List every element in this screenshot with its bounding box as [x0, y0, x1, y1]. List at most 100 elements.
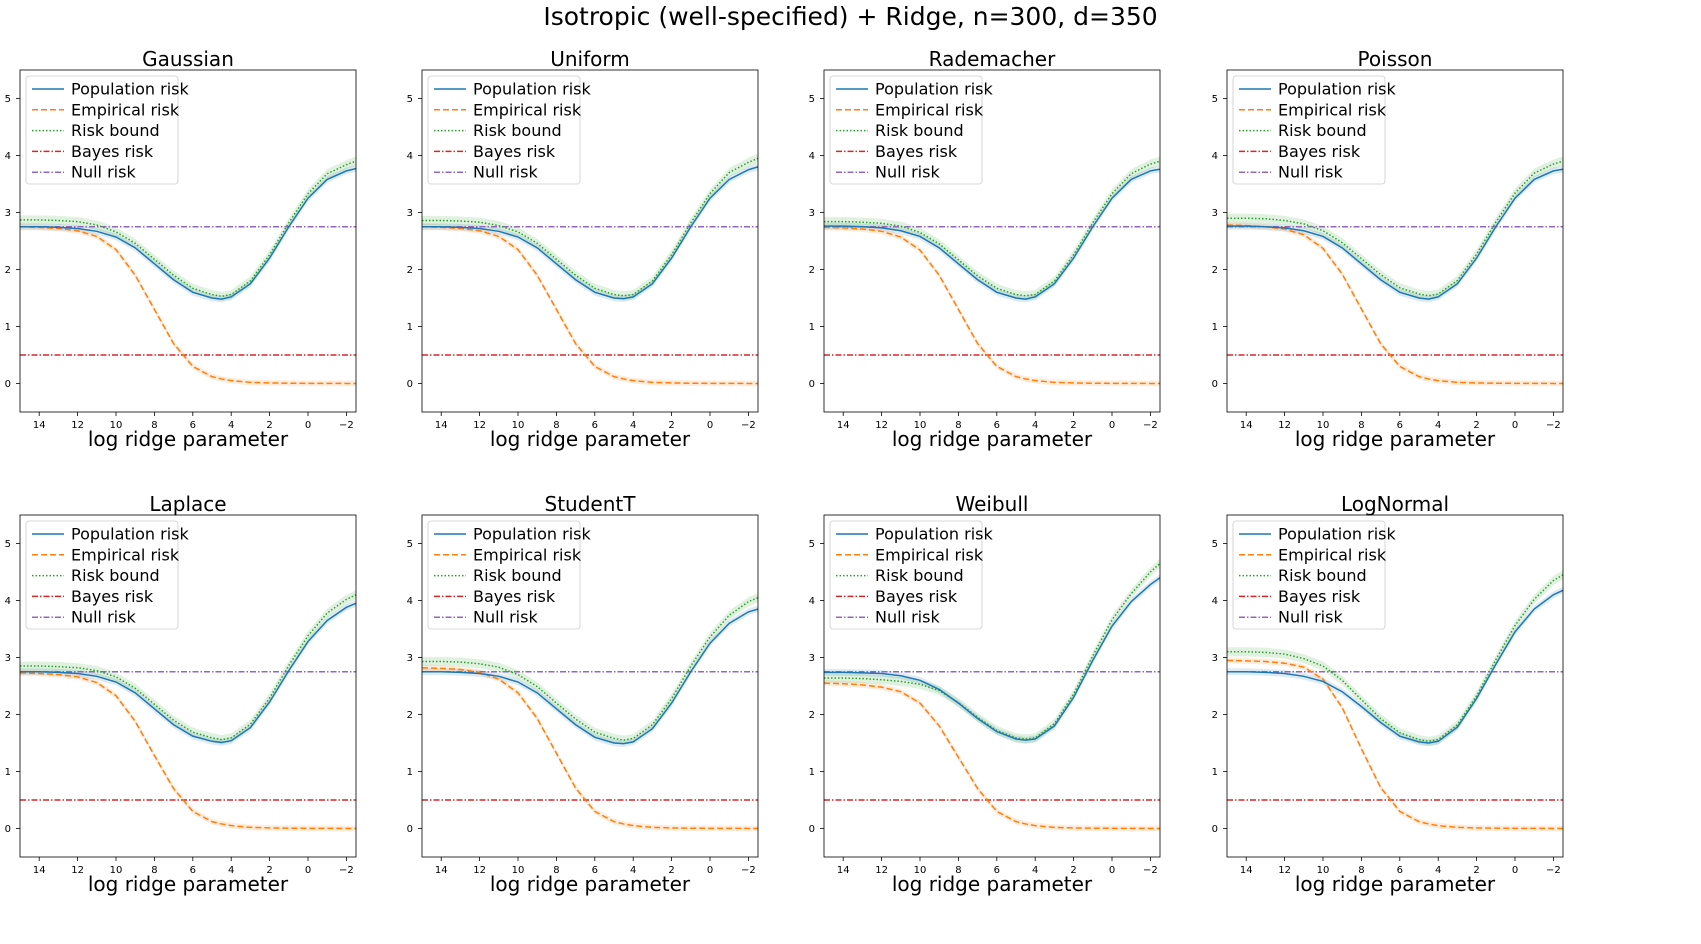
y-tick-label: 0 [809, 379, 815, 390]
y-tick-label: 0 [5, 824, 11, 835]
population-risk-band [20, 599, 356, 746]
x-tick-label: 0 [1512, 420, 1518, 431]
legend-label: Risk bound [71, 121, 160, 140]
x-tick-label: 8 [151, 420, 157, 431]
plot-frame [823, 69, 1161, 413]
legend-label: Bayes risk [71, 587, 154, 606]
population-risk-line [1227, 168, 1563, 300]
x-tick-label: 10 [110, 420, 123, 431]
x-tick-label: 8 [1358, 420, 1364, 431]
empirical-risk-line [422, 667, 758, 830]
x-axis-label: log ridge parameter [490, 872, 691, 896]
x-tick-label: 2 [668, 420, 674, 431]
x-tick-label: 4 [228, 865, 234, 876]
x-tick-label: 6 [994, 865, 1000, 876]
y-tick-label: 4 [5, 151, 11, 162]
x-tick-label: 14 [435, 865, 448, 876]
legend-label: Empirical risk [71, 545, 180, 564]
legend-label: Bayes risk [473, 142, 556, 161]
y-tick-label: 2 [407, 265, 413, 276]
legend-label: Risk bound [1278, 121, 1367, 140]
risk-bound-line [422, 157, 758, 297]
x-tick-label: 4 [630, 865, 636, 876]
x-tick-label: −2 [1143, 420, 1158, 431]
legend-label: Risk bound [875, 121, 964, 140]
x-tick-label: 8 [955, 865, 961, 876]
subplot-weibull: Weibull 14 12 10 8 6 4 2 0 −2 0 1 2 3 4 5 log ridge para… [804, 492, 1224, 944]
empirical-risk-line [824, 682, 1160, 830]
empirical-risk-line [1227, 659, 1563, 830]
y-tick-label: 4 [1212, 151, 1218, 162]
legend-label: Null risk [473, 608, 538, 627]
empirical-risk-band [824, 224, 1160, 387]
y-tick-label: 0 [1212, 824, 1218, 835]
legend-label: Empirical risk [875, 100, 984, 119]
y-tick-label: 1 [809, 767, 815, 778]
y-tick-label: 1 [407, 322, 413, 333]
population-risk-band [422, 163, 758, 302]
x-tick-label: 0 [707, 420, 713, 431]
empirical-risk-band [824, 680, 1160, 832]
y-tick-label: 5 [809, 94, 815, 105]
y-tick-label: 4 [5, 596, 11, 607]
population-risk-line [824, 168, 1160, 300]
x-tick-label: 14 [33, 865, 46, 876]
x-tick-label: 6 [994, 420, 1000, 431]
legend-label: Null risk [71, 163, 136, 182]
risk-bound-line [1227, 574, 1563, 743]
legend-label: Population risk [875, 80, 994, 99]
y-tick-label: 2 [809, 710, 815, 721]
legend-label: Bayes risk [875, 142, 958, 161]
x-axis-label: log ridge parameter [892, 872, 1093, 896]
x-tick-label: −2 [741, 420, 756, 431]
x-tick-label: 10 [110, 865, 123, 876]
y-tick-label: 3 [407, 208, 413, 219]
subplot-title: Gaussian [142, 47, 234, 71]
plot-frame [421, 69, 759, 413]
x-tick-label: 14 [435, 420, 448, 431]
legend-label: Empirical risk [473, 100, 582, 119]
y-tick-label: 3 [5, 653, 11, 664]
x-tick-label: 0 [305, 865, 311, 876]
y-tick-label: 4 [407, 151, 413, 162]
x-tick-label: 2 [1070, 865, 1076, 876]
x-tick-label: 0 [1109, 420, 1115, 431]
y-tick-label: 2 [407, 710, 413, 721]
subplot-title: Rademacher [929, 47, 1056, 71]
population-risk-line [422, 608, 758, 745]
legend-label: Risk bound [1278, 566, 1367, 585]
legend-label: Bayes risk [1278, 587, 1361, 606]
plot-frame [19, 69, 357, 413]
y-tick-label: 0 [1212, 379, 1218, 390]
legend-label: Null risk [1278, 163, 1343, 182]
subplot-studentt: StudentT 14 12 10 8 6 4 2 0 −2 0 1 2 3 4 5 log ridge par… [402, 492, 822, 944]
empirical-risk-line [20, 226, 356, 385]
x-tick-label: −2 [1143, 865, 1158, 876]
y-tick-label: 4 [407, 596, 413, 607]
subplot-title: Uniform [550, 47, 630, 71]
subplot-gaussian: Gaussian 14 12 10 8 6 4 2 0 −2 0 1 2 3 4 5 log ridge par… [0, 47, 420, 499]
legend-label: Empirical risk [1278, 100, 1387, 119]
x-tick-label: 12 [1278, 865, 1291, 876]
x-tick-label: 12 [875, 865, 888, 876]
x-tick-label: 0 [707, 865, 713, 876]
population-risk-line [20, 602, 356, 744]
y-tick-label: 0 [5, 379, 11, 390]
y-tick-label: 0 [407, 824, 413, 835]
x-tick-label: 10 [914, 865, 927, 876]
legend-label: Null risk [1278, 608, 1343, 627]
subplot-title: Laplace [149, 492, 226, 516]
plot-frame [1226, 514, 1564, 858]
x-axis-label: log ridge parameter [490, 427, 691, 451]
x-tick-label: 8 [553, 865, 559, 876]
x-tick-label: 0 [1512, 865, 1518, 876]
subplot-title: LogNormal [1341, 492, 1449, 516]
population-risk-line [1227, 589, 1563, 744]
